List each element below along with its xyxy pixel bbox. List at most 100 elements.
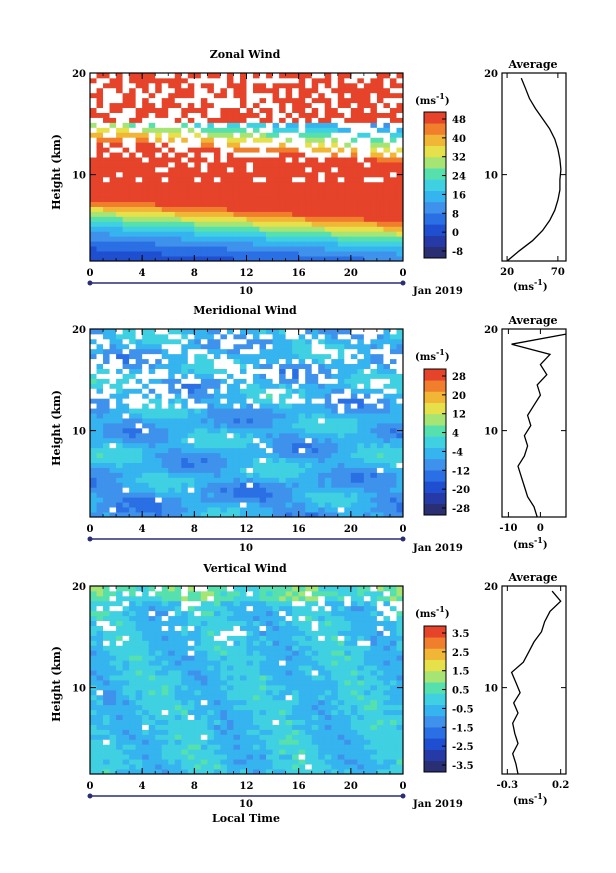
heatmap-cell — [168, 586, 176, 592]
heatmap-cell — [298, 157, 306, 163]
heatmap-cell — [168, 368, 176, 374]
heatmap-cell — [168, 77, 176, 84]
heatmap-cell — [135, 171, 143, 178]
heatmap-cell — [253, 152, 260, 158]
heatmap-cell — [90, 586, 97, 592]
heatmap-cell — [142, 724, 150, 730]
heatmap-cell — [103, 487, 110, 493]
heatmap-cell — [129, 620, 137, 626]
heatmap-cell — [122, 191, 130, 198]
heatmap-cell — [135, 600, 143, 607]
heatmap-cell — [279, 92, 287, 99]
heatmap-cell — [246, 694, 254, 701]
heatmap-cell — [194, 427, 202, 434]
heatmap-cell — [181, 251, 189, 257]
heatmap-cell — [207, 645, 215, 651]
heatmap-cell — [357, 122, 365, 128]
heatmap-cell — [135, 122, 143, 128]
heatmap-cell — [376, 142, 384, 148]
heatmap-cell — [285, 171, 293, 178]
heatmap-cell — [266, 625, 273, 631]
heatmap-cell — [96, 719, 104, 725]
heatmap-cell — [376, 236, 384, 242]
heatmap-cell — [194, 600, 202, 607]
heatmap-cell — [259, 329, 267, 335]
heatmap-cell — [103, 709, 110, 716]
heatmap-cell — [194, 759, 202, 765]
heatmap-cell — [207, 147, 215, 153]
heatmap-cell — [187, 625, 195, 631]
heatmap-cell — [259, 497, 267, 503]
heatmap-cell — [161, 413, 169, 419]
heatmap-cell — [207, 403, 215, 409]
heatmap-cell — [253, 595, 260, 602]
heatmap-cell — [305, 251, 313, 257]
heatmap-cell — [350, 338, 358, 345]
heatmap-cell — [305, 333, 313, 340]
heatmap-cell — [370, 157, 378, 163]
heatmap-cell — [194, 665, 202, 671]
heatmap-cell — [187, 492, 195, 498]
heatmap-cell — [142, 482, 150, 488]
heatmap-cell — [207, 398, 215, 404]
heatmap-cell — [396, 142, 404, 148]
heatmap-cell — [142, 142, 150, 148]
heatmap-cell — [194, 77, 202, 84]
heatmap-cell — [239, 112, 247, 118]
heatmap-cell — [168, 749, 176, 755]
heatmap-cell — [272, 157, 280, 163]
heatmap-cell — [96, 246, 104, 252]
heatmap-cell — [376, 343, 384, 350]
heatmap-cell — [207, 595, 215, 602]
heatmap-cell — [298, 167, 306, 173]
heatmap-cell — [331, 236, 339, 242]
heatmap-cell — [285, 142, 293, 148]
heatmap-cell — [239, 167, 247, 173]
heatmap-cell — [194, 472, 202, 478]
heatmap-cell — [226, 497, 234, 503]
heatmap-cell — [103, 704, 110, 711]
heatmap-cell — [233, 127, 241, 133]
heatmap-cell — [90, 231, 97, 237]
heatmap-cell — [207, 353, 215, 360]
heatmap-cell — [331, 457, 339, 463]
heatmap-cell — [103, 191, 110, 198]
heatmap-cell — [174, 157, 182, 163]
heatmap-cell — [142, 73, 150, 79]
heatmap-cell — [357, 117, 365, 123]
heatmap-cell — [233, 487, 241, 493]
heatmap-cell — [90, 147, 97, 153]
heatmap-cell — [90, 650, 97, 656]
heatmap-cell — [103, 744, 110, 750]
heatmap-cell — [148, 122, 156, 128]
heatmap-cell — [168, 191, 176, 198]
heatmap-cell — [187, 670, 195, 676]
heatmap-cell — [383, 73, 391, 79]
heatmap-cell — [246, 699, 254, 706]
heatmap-cell — [194, 201, 202, 207]
heatmap-cell — [298, 142, 306, 148]
heatmap-cell — [305, 82, 313, 89]
heatmap-cell — [331, 482, 339, 488]
heatmap-cell — [155, 181, 163, 188]
heatmap-cell — [259, 107, 267, 113]
heatmap-cell — [135, 256, 143, 262]
heatmap-cell — [370, 383, 378, 389]
heatmap-cell — [135, 403, 143, 409]
heatmap-cell — [253, 492, 260, 498]
heatmap-cell — [298, 251, 306, 257]
heatmap-cell — [266, 749, 273, 755]
heatmap-cell — [90, 206, 97, 212]
heatmap-cell — [253, 176, 260, 183]
heatmap-cell — [129, 759, 137, 765]
heatmap-cell — [103, 122, 110, 128]
heatmap-cell — [272, 343, 280, 350]
heatmap-cell — [337, 398, 345, 404]
heatmap-cell — [305, 403, 313, 409]
heatmap-cell — [155, 507, 163, 513]
heatmap-cell — [168, 231, 176, 237]
heatmap-cell — [318, 97, 326, 104]
heatmap-cell — [168, 764, 176, 770]
heatmap-cell — [350, 137, 358, 143]
heatmap-cell — [266, 665, 273, 671]
